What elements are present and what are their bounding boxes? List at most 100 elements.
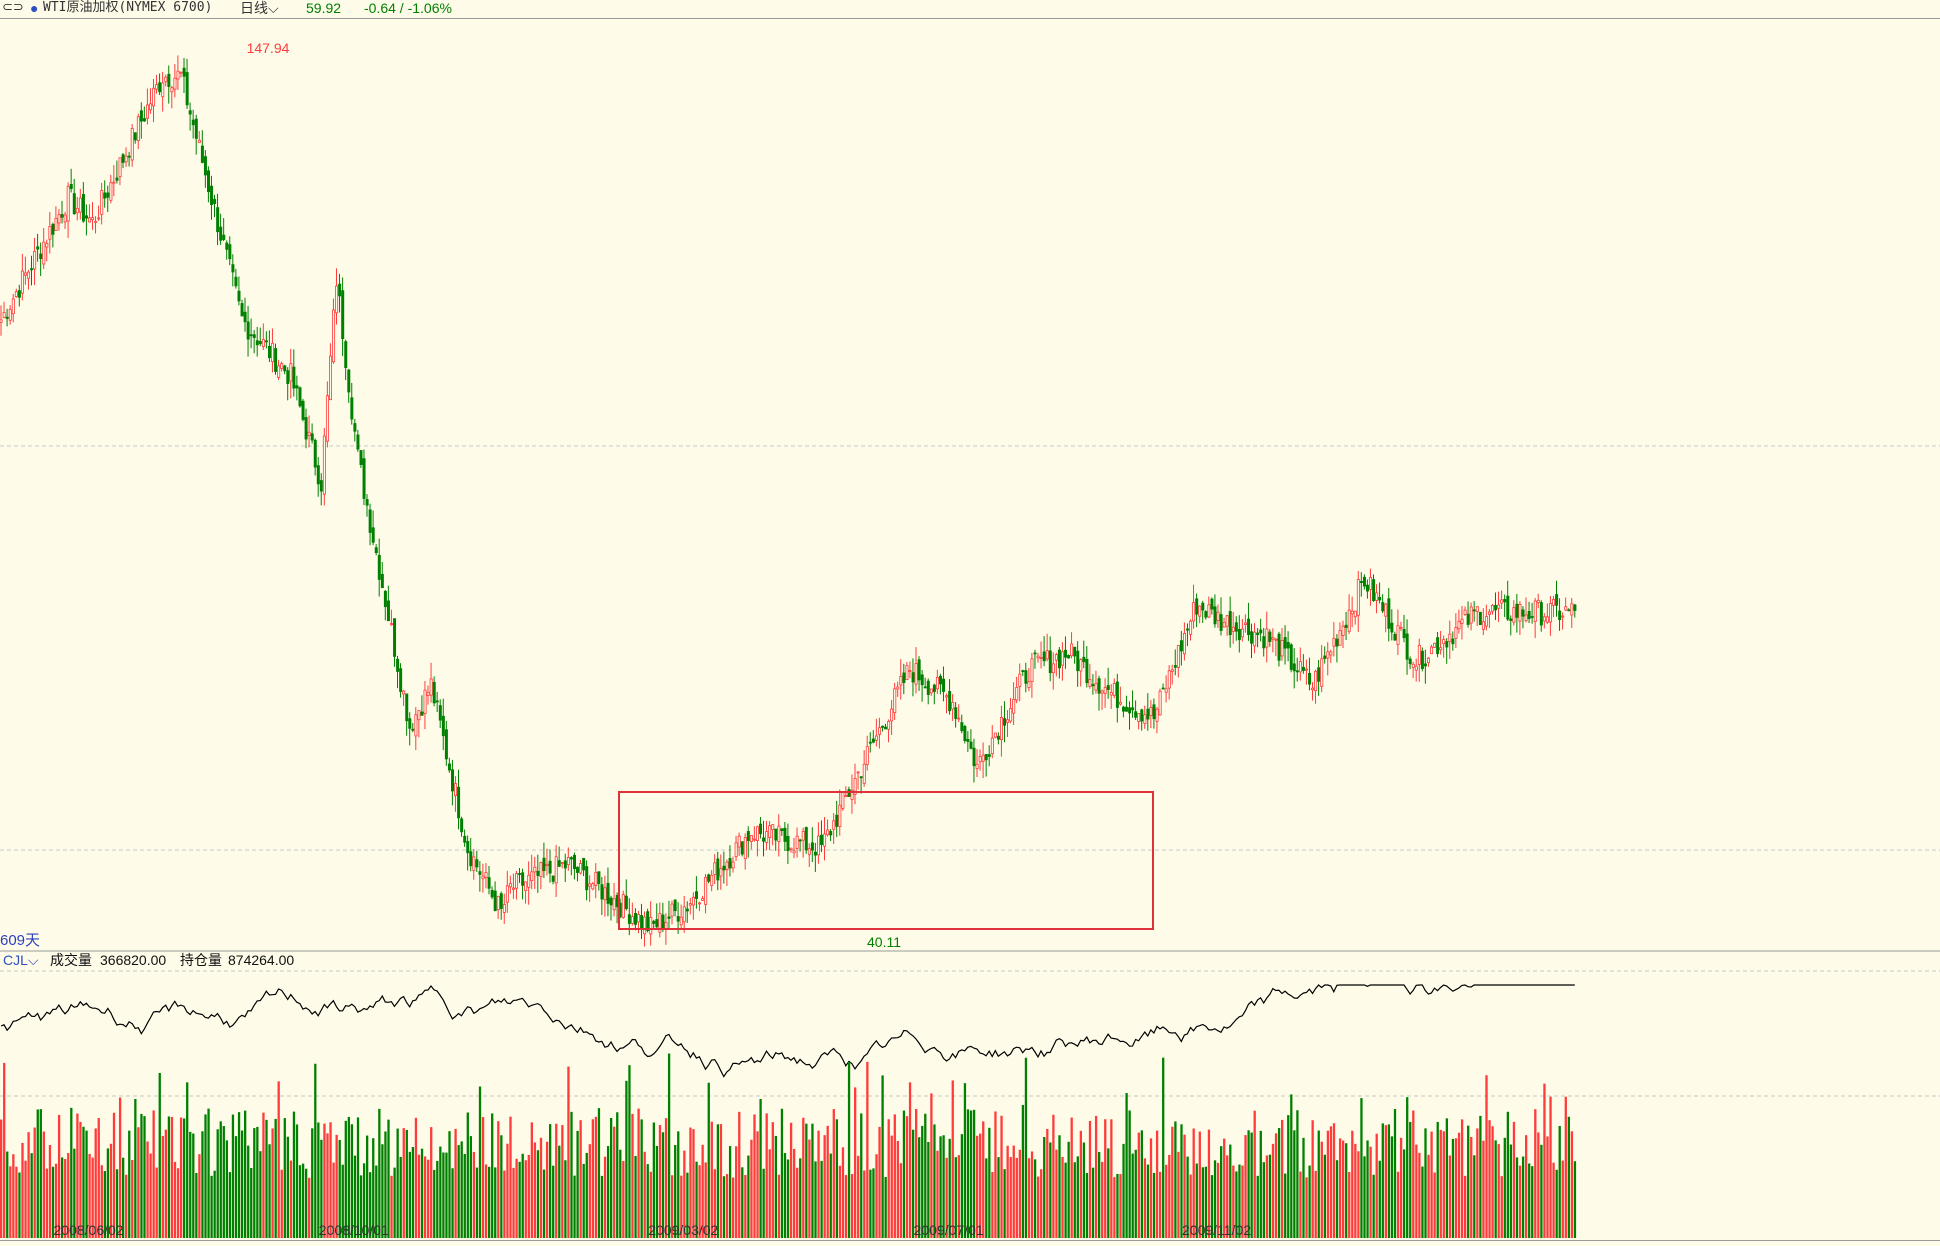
volume-bar: [1305, 1177, 1308, 1238]
volume-bar: [591, 1119, 594, 1238]
period-selector[interactable]: 日线⌵: [240, 0, 279, 16]
candle-body: [438, 705, 442, 721]
volume-bar: [9, 1166, 12, 1238]
candle-body: [752, 838, 756, 841]
volume-bar: [646, 1164, 649, 1238]
candle-body: [1478, 611, 1482, 626]
candle-body: [884, 726, 888, 730]
volume-bar: [1409, 1121, 1412, 1238]
volume-bar: [966, 1109, 970, 1238]
volume-bar: [176, 1168, 180, 1238]
candle-body: [826, 829, 830, 836]
volume-bar: [1067, 1141, 1070, 1238]
candle-body: [777, 825, 781, 842]
indicator-name: CJL: [3, 952, 28, 968]
volume-bar: [1284, 1173, 1287, 1238]
candle-body: [1152, 704, 1156, 720]
volume-bar: [472, 1151, 476, 1238]
candle-body: [1491, 604, 1495, 612]
candle-body: [667, 916, 671, 919]
candle-body: [1521, 609, 1525, 617]
volume-bar: [549, 1124, 552, 1238]
candle-body: [640, 915, 644, 929]
candle-body: [283, 365, 287, 372]
candle-body: [1396, 625, 1400, 645]
volume-bar: [524, 1160, 527, 1238]
volume-bar: [420, 1148, 424, 1238]
volume-bar: [1457, 1132, 1461, 1238]
volume-bar: [1393, 1109, 1397, 1238]
volume-bar: [356, 1117, 360, 1238]
candle-body: [210, 185, 214, 205]
candle-body: [1417, 645, 1421, 665]
instrument-name[interactable]: WTI原油加权(NYMEX 6700): [43, 0, 213, 15]
candle-body: [1460, 618, 1464, 624]
candles-group: [0, 55, 1577, 947]
candle-body: [1009, 707, 1013, 722]
volume-bar: [411, 1147, 415, 1238]
candle-body: [673, 899, 677, 911]
volume-bar: [234, 1136, 238, 1238]
volume-bar: [808, 1139, 811, 1238]
candle-body: [704, 876, 708, 905]
volume-bar: [1515, 1157, 1519, 1238]
candle-body: [853, 777, 857, 795]
volume-bar: [6, 1151, 9, 1238]
candle-body: [524, 881, 528, 892]
candle-body: [1399, 626, 1403, 629]
volume-bar: [366, 1135, 369, 1238]
candle-body: [1137, 713, 1141, 722]
candle-body: [1472, 609, 1476, 612]
candle-body: [234, 276, 238, 287]
volume-bar: [1104, 1119, 1107, 1238]
volume-bar: [585, 1152, 588, 1238]
candle-body: [14, 291, 18, 298]
volume-bar: [384, 1131, 387, 1238]
volume-bar: [152, 1110, 155, 1238]
candle-body: [277, 365, 281, 378]
candle-body: [88, 217, 92, 223]
candle-body: [103, 192, 107, 199]
volume-bar: [1216, 1162, 1220, 1238]
candle-body: [240, 303, 244, 317]
volume-bar: [1076, 1156, 1079, 1238]
volume-bar: [213, 1170, 216, 1238]
candle-body: [310, 433, 314, 441]
candle-body: [1433, 642, 1437, 648]
candle-body: [847, 789, 851, 797]
volume-bar: [1159, 1171, 1162, 1238]
candle-body: [768, 825, 772, 838]
high-price-label: 147.94: [247, 40, 290, 56]
volume-bar: [1329, 1126, 1333, 1238]
volume-bar: [1229, 1144, 1232, 1238]
volume-bar: [1445, 1118, 1448, 1238]
indicator-selector[interactable]: CJL⌵: [3, 950, 39, 970]
volume-bar: [1113, 1177, 1116, 1238]
link-icon[interactable]: ⊂⊃: [2, 0, 24, 14]
candle-body: [1018, 673, 1022, 687]
volume-bar: [857, 1155, 860, 1238]
open-interest-line: [0, 984, 1575, 1078]
candle-body: [1082, 656, 1086, 663]
volume-bar: [219, 1121, 222, 1238]
candle-body: [1277, 633, 1281, 661]
candle-body: [1442, 639, 1446, 645]
candle-body: [896, 686, 900, 690]
volume-bar: [704, 1162, 707, 1238]
volume-bar: [317, 1122, 320, 1238]
candle-body: [152, 87, 156, 107]
volume-bar: [100, 1165, 103, 1238]
volume-bar: [988, 1127, 991, 1238]
volume-bar: [1043, 1137, 1046, 1238]
volume-bar: [741, 1167, 744, 1238]
candle-body: [45, 243, 49, 248]
candle-body: [609, 897, 613, 906]
volume-bar: [1549, 1096, 1552, 1238]
candle-body: [124, 155, 128, 163]
volume-bar: [619, 1149, 622, 1238]
candle-body: [1183, 633, 1187, 655]
volume-bar: [1320, 1141, 1323, 1238]
volume-bar: [1357, 1151, 1360, 1238]
volume-bar: [1006, 1145, 1009, 1238]
candle-body: [1524, 614, 1528, 622]
